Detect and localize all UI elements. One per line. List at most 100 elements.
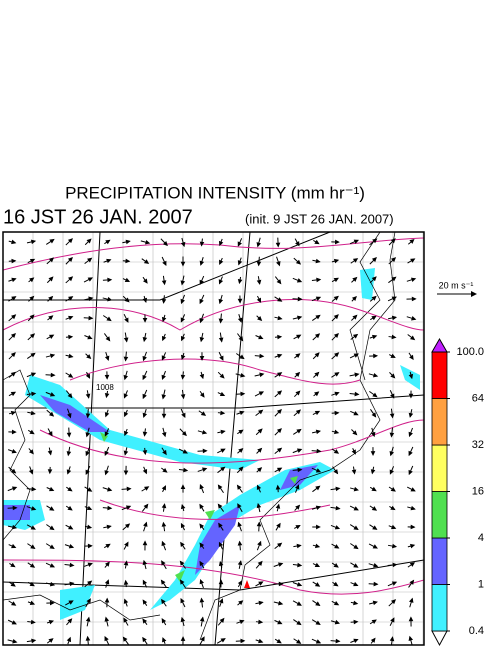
wind-arrow-head: [29, 258, 36, 264]
wind-arrow-head: [125, 239, 131, 245]
wind-arrow-head: [142, 393, 147, 400]
wind-arrow-head: [410, 277, 417, 282]
wind-arrow-head: [314, 582, 321, 587]
wind-arrow-head: [142, 431, 148, 437]
vector-scale-head: [471, 291, 477, 297]
wind-arrow-head: [296, 582, 303, 587]
wind-arrow-head: [200, 411, 207, 416]
wind-arrow-head: [333, 562, 339, 568]
wind-arrow-head: [275, 503, 281, 509]
wind-arrow-head: [352, 276, 358, 282]
wind-arrow-head: [370, 451, 376, 456]
wind-arrow-head: [220, 638, 226, 643]
wind-arrow-head: [353, 525, 359, 531]
wind-arrow-head: [199, 298, 204, 305]
wind-arrow-head: [11, 258, 17, 264]
wind-arrow-head: [256, 261, 262, 267]
wind-arrow-head: [199, 279, 204, 286]
wind-arrow-head: [408, 450, 413, 457]
wind-arrow-head: [218, 279, 224, 285]
wind-arrow-head: [218, 579, 224, 585]
wind-arrow-head: [143, 259, 150, 264]
wind-arrow-head: [68, 296, 74, 301]
wind-arrow-head: [334, 619, 340, 625]
map: 1008: [3, 232, 424, 645]
wind-arrow-head: [314, 239, 320, 245]
wind-arrow-head: [238, 336, 244, 342]
wind-arrow-head: [161, 316, 167, 323]
wind-arrow-head: [30, 239, 37, 245]
wind-arrow-head: [409, 354, 414, 361]
wind-arrow-head: [49, 600, 55, 606]
wind-arrow-head: [85, 635, 91, 641]
wind-arrow-head: [334, 372, 340, 377]
wind-arrow-head: [296, 448, 303, 453]
wind-arrow-head: [315, 258, 321, 264]
wind-arrow-head: [219, 617, 225, 623]
station-marker: [244, 580, 250, 588]
wind-arrow-head: [199, 373, 205, 380]
wind-arrow-head: [107, 296, 113, 302]
wind-arrow-head: [143, 521, 148, 527]
coastline: [3, 232, 396, 641]
wind-arrow-head: [391, 334, 397, 340]
wind-arrow-head: [389, 636, 395, 642]
wind-arrow-head: [29, 563, 36, 568]
wind-arrow-head: [142, 559, 148, 566]
wind-arrow-head: [161, 394, 167, 400]
wind-arrow-head: [277, 542, 283, 548]
wind-arrow-head: [86, 524, 93, 530]
wind-arrow-head: [179, 579, 185, 585]
init-time: (init. 9 JST 26 JAN. 2007): [245, 211, 394, 226]
wind-arrow-head: [296, 620, 302, 626]
colorbar: 0.4 1 4 16 32 64 100.0: [431, 337, 484, 647]
wind-arrow-head: [236, 484, 242, 490]
wind-arrow-head: [199, 392, 205, 398]
wind-arrow-head: [124, 411, 129, 418]
wind-arrow-head: [315, 505, 322, 511]
wind-arrow-head: [161, 298, 167, 304]
wind-arrow-head: [142, 450, 148, 456]
wind-arrow-head: [106, 524, 112, 530]
wind-arrow-head: [123, 374, 129, 381]
wind-arrow-head: [409, 579, 415, 585]
wind-arrow-head: [409, 562, 416, 567]
wind-arrow-head: [11, 543, 17, 549]
wind-arrow-head: [105, 239, 111, 245]
wind-arrow-head: [104, 450, 109, 457]
wind-arrow-head: [220, 466, 226, 472]
wind-arrow-head: [180, 317, 185, 323]
colorbar-label: 4: [478, 532, 484, 544]
wind-arrow-head: [68, 315, 74, 321]
wind-arrow-head: [29, 581, 35, 587]
wind-arrow-head: [85, 393, 91, 399]
wind-arrow-head: [296, 428, 302, 434]
wind-arrow-head: [408, 393, 414, 399]
wind-arrow-head: [161, 503, 167, 509]
wind-arrow-head: [88, 315, 94, 321]
wind-arrow-head: [199, 260, 205, 266]
wind-arrow-head: [85, 432, 91, 438]
wind-arrow-head: [278, 562, 284, 567]
wind-arrow-head: [86, 238, 92, 244]
wind-arrow-head: [124, 317, 129, 323]
wind-arrow-head: [31, 638, 37, 644]
wind-arrow-head: [259, 372, 265, 378]
wind-arrow-head: [389, 432, 395, 438]
wind-arrow-head: [333, 332, 339, 339]
wind-arrow-head: [67, 486, 73, 492]
wind-arrow-head: [66, 451, 72, 457]
wind-arrow-head: [410, 487, 416, 492]
wind-arrow-head: [180, 616, 186, 623]
wind-arrow-head: [12, 638, 18, 644]
wind-arrow-head: [408, 635, 414, 641]
wind-arrow-head: [142, 336, 148, 343]
wind-arrow-head: [161, 280, 167, 286]
wind-arrow-head: [142, 468, 148, 475]
wind-arrow-head: [123, 430, 129, 437]
wind-arrow-head: [11, 524, 18, 530]
wind-arrow-head: [123, 450, 129, 456]
wind-arrow-head: [68, 334, 74, 340]
wind-arrow-head: [258, 619, 264, 625]
wind-arrow-head: [390, 505, 396, 511]
